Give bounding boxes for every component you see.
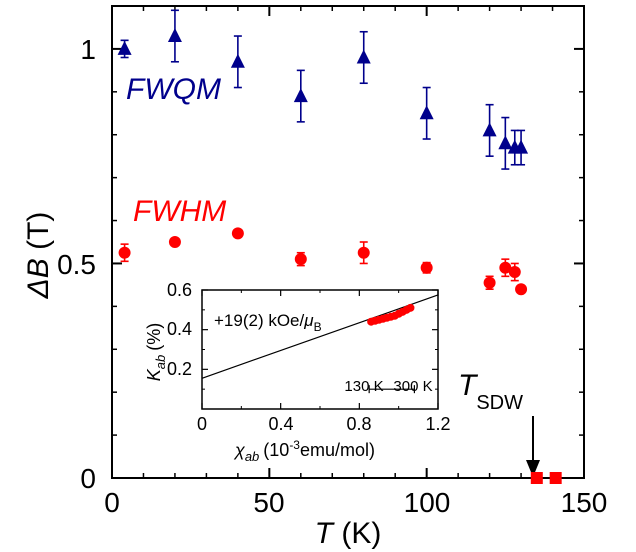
inset-range-bar <box>368 385 415 394</box>
inset-fit-label: +19(2) kOe/μB <box>214 311 322 334</box>
data-point-square <box>530 472 543 484</box>
main-ytick-label: 0 <box>80 463 96 494</box>
main-y-axis-label: ΔB (T) <box>22 212 55 300</box>
main-data-marks <box>117 9 562 484</box>
main-xtick-label: 0 <box>104 487 120 518</box>
inset-x-axis-label: χab (10-3emu/mol) <box>233 438 375 464</box>
inset-xtick-label: 1.2 <box>425 414 450 434</box>
main-ytick-label: 0.5 <box>57 249 96 280</box>
tsdw-annotation: TSDW <box>458 369 523 414</box>
inset-ytick-label: 0.2 <box>167 359 192 379</box>
inset-ytick-label: 0.6 <box>167 280 192 300</box>
main-chart: 0 0.5 1 0 50 100 150 T (K) ΔB (T) FWQM F… <box>22 5 608 550</box>
data-point-triangle <box>230 53 245 68</box>
data-point-circle <box>515 283 528 296</box>
data-point-circle <box>231 227 244 240</box>
main-xtick-label: 50 <box>253 487 284 518</box>
inset-y-axis-label: Kab(%) <box>144 323 168 381</box>
main-plot-frame <box>111 5 585 479</box>
inset-fit-line <box>201 294 439 379</box>
data-point-triangle <box>356 49 371 64</box>
main-xtick-label: 150 <box>561 487 608 518</box>
inset-xtick-label: 0 <box>197 414 207 434</box>
data-point-circle <box>420 261 433 274</box>
inset-xtick-label: 0.4 <box>268 414 293 434</box>
main-ticks <box>111 5 585 479</box>
data-point-circle <box>168 236 181 248</box>
data-point-triangle <box>514 139 529 154</box>
data-point-square <box>549 472 562 484</box>
main-x-axis-label: T (K) <box>315 517 382 550</box>
data-point-triangle <box>117 40 132 55</box>
inset-xtick-label: 0.8 <box>346 414 371 434</box>
series-label-fwqm: FWQM <box>126 73 221 106</box>
data-point-circle <box>118 246 131 259</box>
data-point-triangle <box>419 105 434 120</box>
inset-data-marks <box>367 303 415 326</box>
data-point-circle <box>483 276 496 289</box>
series-label-fwhm: FWHM <box>133 195 226 228</box>
range-label-300k: 300 K <box>393 378 432 395</box>
inset-data-point <box>406 303 415 312</box>
data-point-circle <box>357 246 370 259</box>
main-ytick-label: 1 <box>80 34 96 65</box>
data-point-triangle <box>293 88 308 103</box>
inset-ytick-label: 0.4 <box>167 319 192 339</box>
data-point-triangle <box>482 122 497 137</box>
tsdw-arrow <box>526 416 540 477</box>
data-point-circle <box>499 261 512 274</box>
range-label-130k: 130 K <box>344 378 383 395</box>
main-xtick-label: 100 <box>404 487 451 518</box>
data-point-circle <box>508 266 521 279</box>
inset-chart: +19(2) kOe/μB 130 K 300 K 0.2 0.4 0.6 0 … <box>144 280 451 464</box>
data-point-circle <box>294 253 307 266</box>
data-point-triangle <box>498 135 513 150</box>
data-point-triangle <box>167 28 182 43</box>
